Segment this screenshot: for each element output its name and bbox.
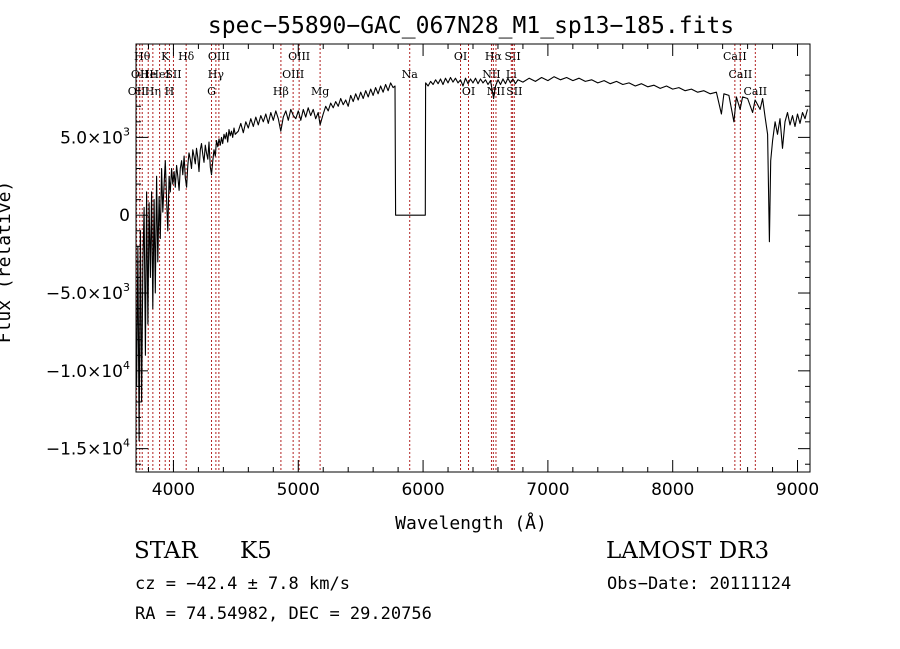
line-marker-label-21: Hα <box>485 50 503 63</box>
line-marker-label-4: Hη <box>145 85 161 98</box>
x-tick-label-1: 5000 <box>277 480 320 500</box>
observation-date: Obs−Date: 20111124 <box>607 574 792 594</box>
line-marker-label-13: Hβ <box>273 85 289 98</box>
line-marker-label-22: NII <box>487 85 505 98</box>
survey-name: LAMOST DR3 <box>606 538 770 564</box>
line-marker-label-15: OIII <box>288 50 310 63</box>
object-subclass: K5 <box>240 538 272 564</box>
line-marker-label-9: Hδ <box>178 50 195 63</box>
x-tick-label-0: 4000 <box>152 480 195 500</box>
x-tick-label-3: 7000 <box>526 480 569 500</box>
line-marker-label-11: Hγ <box>208 68 225 81</box>
x-axis-label: Wavelength (Å) <box>395 512 547 534</box>
line-marker-label-0: OII <box>128 85 146 98</box>
y-axis-label: Flux (relative) <box>0 181 15 344</box>
x-tick-label-2: 6000 <box>401 480 444 500</box>
line-marker-label-7: H <box>165 85 175 98</box>
y-tick-label-3: −1.0×104 <box>46 359 130 382</box>
line-marker-label-2: Hθ <box>134 50 151 63</box>
x-tick-label-4: 8000 <box>651 480 694 500</box>
coordinates-line: RA = 74.54982, DEC = 29.20756 <box>135 604 432 624</box>
y-tick-label-2: −5.0×103 <box>46 281 130 304</box>
plot-axes: 4000 5000 6000 7000 8000 9000 5.0×103 0 −5.0×103… <box>46 43 819 500</box>
chart-title: spec−55890−GAC_067N28_M1_sp13−185.fits <box>208 13 734 39</box>
line-marker-label-6: K <box>161 50 170 63</box>
line-marker-label-10: G <box>207 85 216 98</box>
line-marker-label-20: NII <box>482 68 500 81</box>
y-tick-label-4: −1.5×104 <box>46 437 130 460</box>
y-tick-label-0: 5.0×103 <box>60 125 130 148</box>
line-marker-label-17: Na <box>402 68 419 81</box>
line-marker-label-19: OI <box>462 85 475 98</box>
line-marker-label-18: OI <box>454 50 467 63</box>
line-markers: OII OII Hθ He Hη HeI K H SII Hδ G Hγ OIII Hβ OIII OIII M… <box>128 44 767 472</box>
line-marker-label-25: SII <box>506 85 522 98</box>
line-marker-label-24: SII <box>504 50 520 63</box>
object-class: STAR <box>134 538 198 564</box>
line-marker-label-28: CaII <box>743 85 767 98</box>
line-marker-label-26: CaII <box>723 50 747 63</box>
plot-frame <box>135 43 811 473</box>
line-marker-label-8: SII <box>165 68 181 81</box>
line-marker-label-14: OIII <box>282 68 304 81</box>
line-marker-label-1: OII <box>131 68 149 81</box>
y-tick-label-1: 0 <box>119 206 130 226</box>
flux-line-0 <box>136 76 809 442</box>
redshift-line: cz = −42.4 ± 7.8 km/s <box>135 574 350 594</box>
line-marker-label-23: Li <box>506 68 517 81</box>
line-marker-label-27: CaII <box>729 68 753 81</box>
line-marker-label-12: OIII <box>208 50 230 63</box>
line-marker-label-16: Mg <box>311 85 329 98</box>
x-tick-label-5: 9000 <box>776 480 819 500</box>
line-marker-label-5: HeI <box>149 68 169 81</box>
flux-series <box>136 76 809 442</box>
line-marker-label-3: He <box>140 68 156 81</box>
